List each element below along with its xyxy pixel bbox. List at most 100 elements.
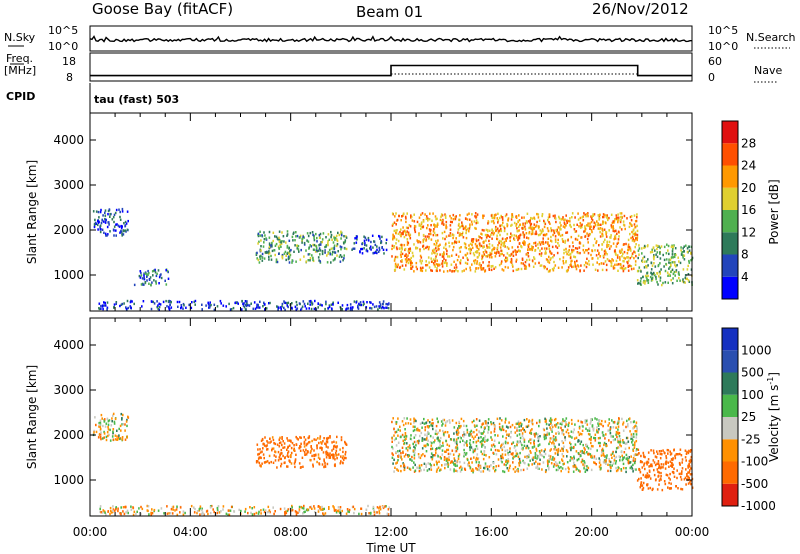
echo-cell: [553, 266, 555, 270]
echo-cell: [643, 462, 646, 465]
echo-cell: [319, 232, 322, 236]
echo-cell: [466, 218, 469, 221]
echo-cell: [455, 440, 458, 444]
echo-cell: [229, 308, 232, 311]
echo-cell: [93, 222, 96, 226]
echo-cell: [486, 255, 489, 258]
echo-cell: [505, 425, 508, 428]
echo-cell: [425, 450, 428, 453]
echo-cell: [264, 251, 267, 254]
echo-cell: [636, 279, 639, 282]
echo-cell: [681, 280, 684, 283]
echo-cell: [582, 463, 584, 466]
echo-cell: [642, 257, 644, 260]
echo-cell: [147, 505, 150, 508]
power-y-tick-label: 4000: [53, 133, 84, 147]
echo-cell: [627, 264, 630, 268]
echo-cell: [322, 512, 324, 515]
echo-cell: [125, 222, 128, 225]
echo-cell: [248, 304, 251, 307]
echo-cell: [551, 430, 553, 433]
echo-cell: [516, 268, 519, 271]
echo-cell: [481, 228, 484, 232]
echo-cell: [427, 432, 430, 435]
echo-cell: [448, 455, 450, 459]
echo-cell: [441, 449, 444, 452]
echo-cell: [329, 253, 332, 256]
echo-cell: [467, 258, 469, 262]
echo-cell: [555, 229, 557, 232]
echo-cell: [563, 462, 565, 465]
echo-cell: [435, 234, 437, 237]
echo-cell: [564, 241, 566, 244]
echo-cell: [552, 465, 555, 468]
echo-cell: [449, 438, 452, 441]
echo-cell: [632, 459, 635, 462]
echo-cell: [590, 225, 592, 228]
echo-cell: [606, 244, 608, 247]
echo-cell: [606, 214, 608, 217]
echo-cell: [409, 249, 412, 252]
echo-cell: [363, 302, 365, 305]
echo-cell: [408, 224, 411, 227]
echo-cell: [109, 213, 111, 216]
echo-cell: [117, 438, 119, 441]
echo-cell: [100, 437, 102, 441]
echo-cell: [113, 303, 116, 306]
echo-cell: [97, 228, 99, 231]
echo-cell: [524, 222, 527, 225]
echo-cell: [400, 255, 402, 258]
echo-cell: [344, 456, 346, 459]
echo-cell: [428, 228, 431, 231]
echo-cell: [196, 510, 199, 513]
echo-cell: [267, 251, 269, 254]
echo-cell: [659, 467, 662, 470]
echo-cell: [544, 448, 546, 451]
echo-cell: [462, 439, 464, 442]
echo-cell: [672, 245, 675, 248]
echo-cell: [291, 261, 293, 264]
echo-cell: [394, 431, 397, 434]
echo-cell: [99, 505, 102, 508]
echo-cell: [274, 442, 277, 446]
echo-cell: [550, 420, 552, 423]
echo-cell: [340, 246, 343, 249]
echo-cell: [654, 274, 656, 277]
echo-cell: [303, 451, 306, 454]
echo-cell: [636, 238, 638, 242]
echo-cell: [482, 261, 484, 264]
echo-cell: [549, 449, 551, 452]
echo-cell: [444, 421, 447, 424]
echo-cell: [549, 458, 551, 461]
echo-cell: [633, 461, 636, 465]
echo-cell: [299, 436, 301, 439]
echo-cell: [160, 507, 163, 510]
echo-cell: [122, 233, 125, 236]
echo-cell: [106, 308, 108, 311]
echo-cell: [640, 477, 642, 480]
echo-cell: [433, 463, 435, 467]
echo-cell: [650, 271, 653, 275]
echo-cell: [510, 224, 512, 227]
echo-cell: [256, 460, 259, 463]
echo-cell: [604, 437, 606, 440]
echo-cell: [119, 424, 122, 428]
echo-cell: [637, 256, 639, 260]
echo-cell: [686, 473, 688, 476]
echo-cell: [634, 232, 636, 236]
echo-cell: [393, 229, 396, 233]
echo-cell: [662, 281, 664, 285]
echo-cell: [499, 427, 501, 431]
echo-cell: [620, 468, 622, 471]
echo-cell: [266, 448, 268, 451]
echo-cell: [402, 230, 404, 233]
echo-cell: [314, 250, 317, 253]
echo-cell: [529, 221, 531, 224]
echo-cell: [490, 444, 493, 447]
echo-cell: [508, 421, 510, 424]
echo-cell: [555, 432, 557, 435]
echo-cell: [158, 275, 161, 279]
echo-cell: [107, 423, 110, 426]
echo-cell: [232, 306, 235, 310]
